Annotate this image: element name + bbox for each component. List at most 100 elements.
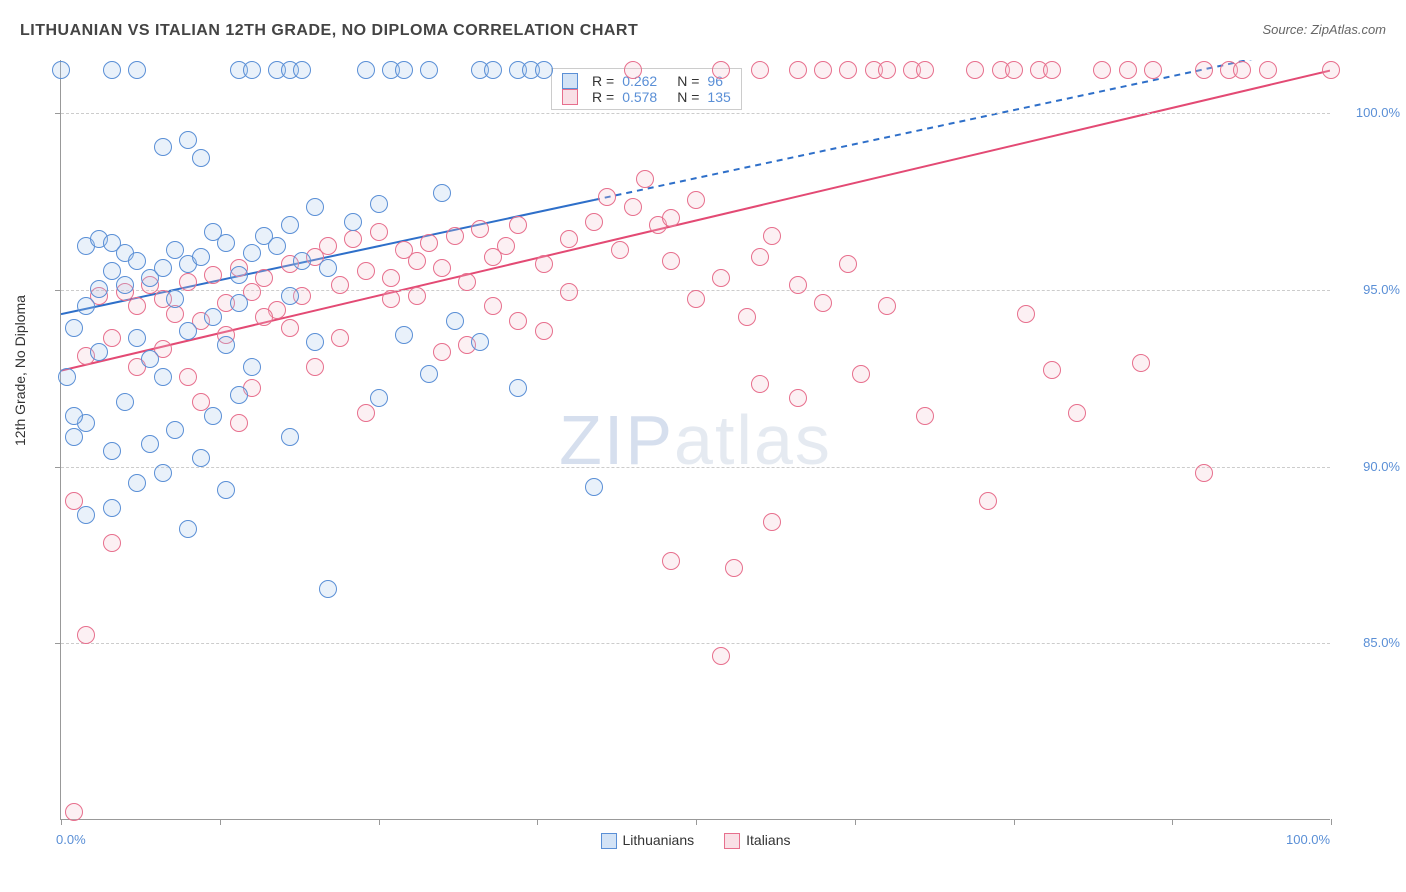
data-point	[662, 552, 680, 570]
data-point	[370, 389, 388, 407]
data-point	[1233, 61, 1251, 79]
data-point	[878, 61, 896, 79]
data-point	[789, 61, 807, 79]
data-point	[281, 319, 299, 337]
xtick	[379, 819, 380, 825]
data-point	[471, 220, 489, 238]
data-point	[230, 414, 248, 432]
xtick	[1331, 819, 1332, 825]
data-point	[878, 297, 896, 315]
data-point	[1144, 61, 1162, 79]
data-point	[243, 61, 261, 79]
data-point	[154, 138, 172, 156]
data-point	[319, 580, 337, 598]
data-point	[90, 343, 108, 361]
data-point	[306, 333, 324, 351]
data-point	[712, 61, 730, 79]
xtick	[537, 819, 538, 825]
data-point	[192, 248, 210, 266]
data-point	[230, 294, 248, 312]
data-point	[179, 273, 197, 291]
legend-item: Italians	[724, 832, 790, 849]
xtick	[1014, 819, 1015, 825]
data-point	[395, 61, 413, 79]
data-point	[763, 513, 781, 531]
plot-area: ZIPatlas R = 0.262 N = 96 R = 0.578 N = …	[60, 60, 1330, 820]
data-point	[852, 365, 870, 383]
r-label: R =	[592, 73, 614, 89]
data-point	[1093, 61, 1111, 79]
data-point	[814, 294, 832, 312]
data-point	[1259, 61, 1277, 79]
gridline	[61, 467, 1330, 468]
data-point	[128, 252, 146, 270]
data-point	[319, 237, 337, 255]
data-point	[65, 407, 83, 425]
data-point	[509, 312, 527, 330]
y-axis-label: 12th Grade, No Diploma	[12, 295, 28, 446]
source-label: Source: ZipAtlas.com	[1262, 22, 1386, 37]
data-point	[65, 319, 83, 337]
data-point	[585, 478, 603, 496]
data-point	[154, 259, 172, 277]
data-point	[497, 237, 515, 255]
legend-label: Italians	[746, 832, 790, 848]
data-point	[560, 230, 578, 248]
data-point	[509, 379, 527, 397]
xtick	[61, 819, 62, 825]
data-point	[624, 198, 642, 216]
data-point	[141, 350, 159, 368]
stats-row: R = 0.262 N = 96	[562, 73, 731, 89]
data-point	[103, 499, 121, 517]
data-point	[763, 227, 781, 245]
ytick-label: 95.0%	[1340, 282, 1400, 297]
data-point	[382, 269, 400, 287]
data-point	[408, 252, 426, 270]
data-point	[344, 213, 362, 231]
n-label: N =	[677, 73, 699, 89]
chart-container: LITHUANIAN VS ITALIAN 12TH GRADE, NO DIP…	[0, 0, 1406, 892]
data-point	[535, 322, 553, 340]
data-point	[179, 520, 197, 538]
data-point	[916, 61, 934, 79]
data-point	[751, 248, 769, 266]
data-point	[154, 368, 172, 386]
data-point	[128, 297, 146, 315]
data-point	[408, 287, 426, 305]
legend-swatch	[562, 73, 578, 89]
data-point	[738, 308, 756, 326]
data-point	[204, 266, 222, 284]
r-value: 0.578	[622, 89, 657, 105]
data-point	[293, 252, 311, 270]
data-point	[420, 234, 438, 252]
data-point	[725, 559, 743, 577]
data-point	[281, 428, 299, 446]
data-point	[1132, 354, 1150, 372]
xtick-label: 0.0%	[56, 832, 86, 847]
data-point	[179, 131, 197, 149]
data-point	[77, 297, 95, 315]
data-point	[357, 404, 375, 422]
xtick-label: 100.0%	[1286, 832, 1330, 847]
ytick-label: 90.0%	[1340, 459, 1400, 474]
legend-swatch	[562, 89, 578, 105]
data-point	[52, 61, 70, 79]
data-point	[839, 61, 857, 79]
data-point	[77, 506, 95, 524]
data-point	[446, 227, 464, 245]
data-point	[179, 368, 197, 386]
ytick-label: 85.0%	[1340, 635, 1400, 650]
data-point	[535, 61, 553, 79]
data-point	[204, 407, 222, 425]
xtick	[696, 819, 697, 825]
data-point	[1068, 404, 1086, 422]
data-point	[1119, 61, 1137, 79]
data-point	[179, 322, 197, 340]
data-point	[281, 287, 299, 305]
legend-swatch	[724, 833, 740, 849]
data-point	[585, 213, 603, 231]
data-point	[166, 421, 184, 439]
data-point	[433, 259, 451, 277]
gridline	[61, 643, 1330, 644]
data-point	[1043, 61, 1061, 79]
